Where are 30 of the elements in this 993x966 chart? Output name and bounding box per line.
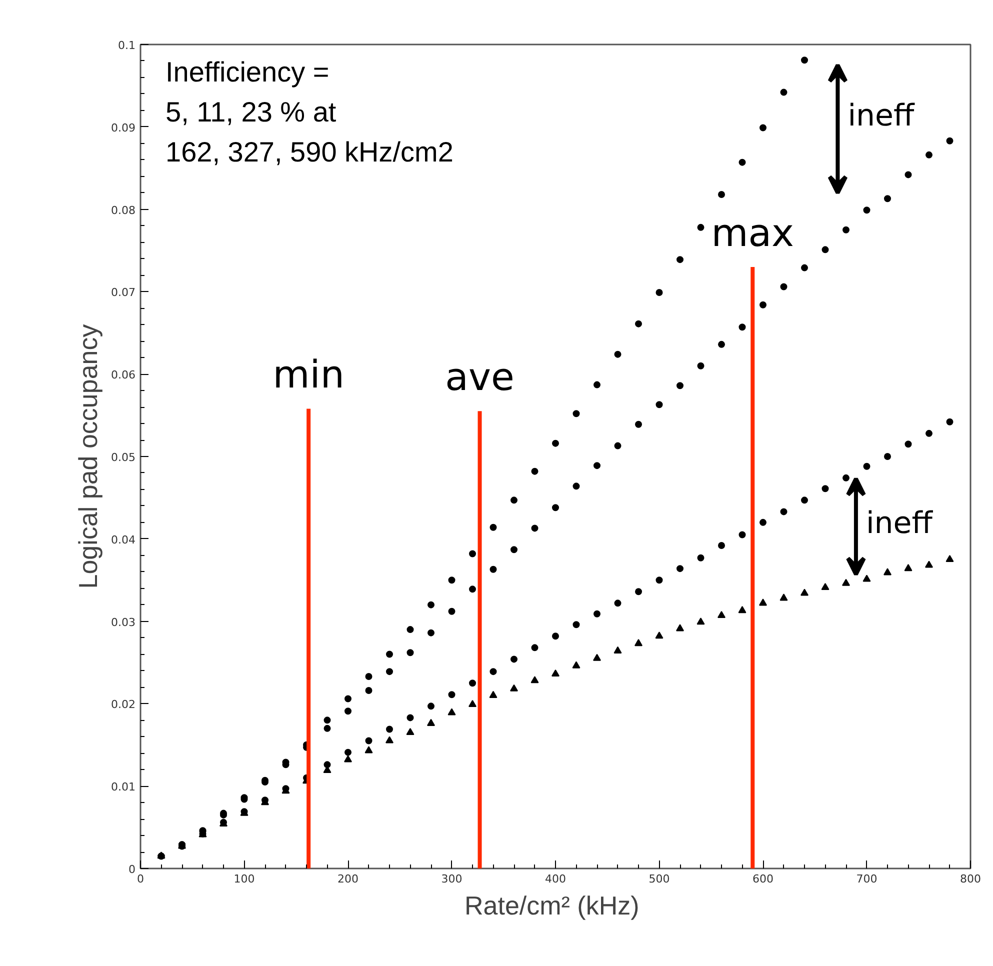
- y-axis-title: Logical pad occupancy: [73, 324, 104, 589]
- annotation: ave: [445, 355, 514, 400]
- x-tick-label: 600: [752, 872, 774, 886]
- x-tick-label: 400: [545, 872, 566, 886]
- annotation: Inefficiency =: [166, 56, 330, 88]
- y-tick-label: 0.06: [111, 368, 136, 382]
- x-tick-label: 500: [648, 872, 670, 886]
- y-tick-label: 0.01: [111, 780, 136, 794]
- y-tick-label: 0.1: [118, 39, 136, 52]
- annotation: ineff: [848, 98, 916, 134]
- x-tick-label: 800: [960, 872, 981, 886]
- x-tick-label: 200: [338, 872, 358, 886]
- x-tick-label: 0: [137, 872, 144, 886]
- x-tick-label: 300: [441, 872, 462, 886]
- x-axis-title: Rate/cm² (kHz): [464, 890, 640, 920]
- y-tick-label: 0.08: [111, 204, 136, 217]
- x-tick-label: 700: [856, 872, 878, 886]
- annotation: min: [272, 352, 344, 397]
- annotation: ineff: [866, 506, 934, 542]
- y-tick-label: 0.03: [111, 616, 136, 629]
- y-tick-label: 0.07: [111, 286, 136, 300]
- y-tick-label: 0.04: [111, 533, 136, 546]
- y-tick-label: 0.09: [111, 121, 136, 134]
- y-tick-label: 0.02: [111, 698, 136, 712]
- annotation: 162, 327, 590 kHz/cm2: [166, 136, 454, 168]
- annotation: 5, 11, 23 % at: [166, 96, 336, 128]
- y-tick-label: 0: [128, 863, 136, 876]
- annotation: max: [711, 210, 794, 255]
- x-tick-label: 100: [234, 872, 255, 886]
- y-tick-label: 0.05: [111, 451, 136, 464]
